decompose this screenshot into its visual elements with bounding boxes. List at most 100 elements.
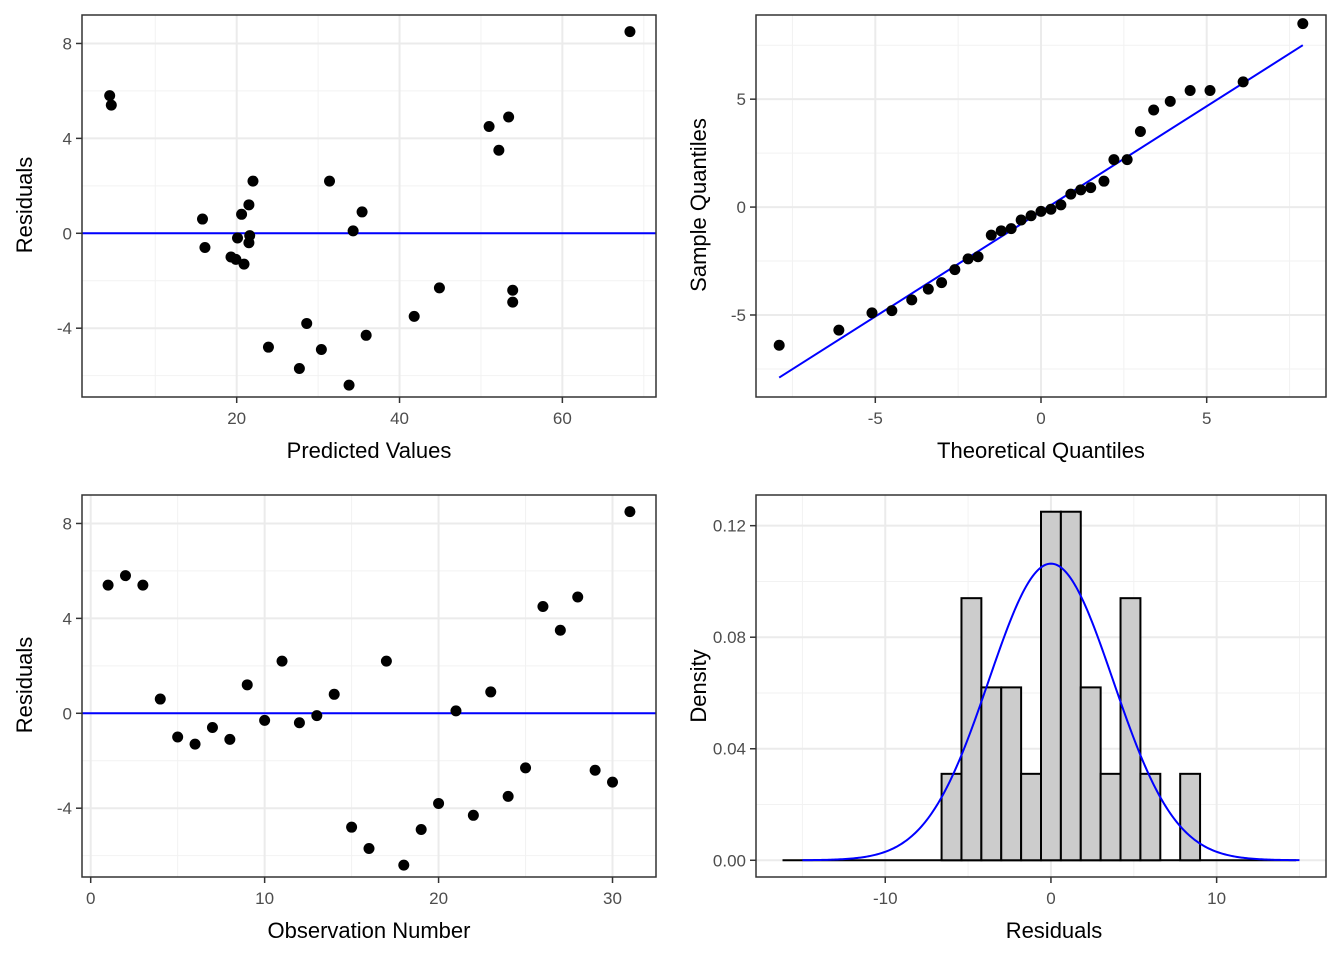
data-point	[624, 26, 635, 37]
data-point	[1036, 206, 1047, 217]
x-tick-label: 0	[86, 889, 95, 908]
data-point	[1165, 96, 1176, 107]
histogram-bar	[1081, 687, 1101, 860]
y-tick-label: 0	[63, 224, 72, 243]
y-axis-title: Density	[686, 649, 711, 722]
data-point	[236, 209, 247, 220]
data-point	[923, 284, 934, 295]
x-tick-label: 30	[603, 889, 622, 908]
data-point	[774, 340, 785, 351]
data-point	[996, 225, 1007, 236]
y-tick-label: 0	[63, 704, 72, 723]
data-point	[520, 762, 531, 773]
data-point	[503, 112, 514, 123]
y-tick-label: 4	[63, 609, 72, 628]
data-point	[1098, 176, 1109, 187]
data-point	[1135, 126, 1146, 137]
data-point	[949, 264, 960, 275]
histogram-bar	[1021, 774, 1041, 860]
data-point	[485, 686, 496, 697]
x-tick-label: -5	[868, 409, 883, 428]
data-point	[311, 710, 322, 721]
data-point	[239, 259, 250, 270]
data-point	[361, 330, 372, 341]
data-point	[1297, 18, 1308, 29]
x-axis-title: Predicted Values	[287, 438, 452, 463]
data-point	[398, 860, 409, 871]
data-point	[590, 765, 601, 776]
data-point	[906, 294, 917, 305]
data-point	[294, 717, 305, 728]
data-point	[1026, 210, 1037, 221]
x-tick-label: -10	[873, 889, 898, 908]
data-point	[973, 251, 984, 262]
data-point	[259, 715, 270, 726]
data-point	[484, 121, 495, 132]
histogram-bar	[1061, 512, 1081, 861]
data-point	[243, 199, 254, 210]
x-tick-label: 60	[553, 409, 572, 428]
data-point	[263, 342, 274, 353]
y-tick-label: 0.04	[713, 740, 746, 759]
data-point	[1185, 85, 1196, 96]
data-point	[242, 679, 253, 690]
data-point	[277, 656, 288, 667]
data-point	[381, 656, 392, 667]
y-tick-label: -4	[57, 319, 72, 338]
x-axis-title: Residuals	[1006, 918, 1103, 943]
data-point	[329, 689, 340, 700]
data-point	[346, 822, 357, 833]
histogram-bar	[1140, 774, 1160, 860]
data-point	[106, 100, 117, 111]
histogram-bar	[1001, 687, 1021, 860]
x-axis-title: Observation Number	[268, 918, 471, 943]
y-axis-title: Residuals	[12, 637, 37, 734]
data-point	[963, 253, 974, 264]
y-tick-label: 0.08	[713, 628, 746, 647]
x-tick-label: 0	[1036, 409, 1045, 428]
data-point	[120, 570, 131, 581]
data-point	[103, 580, 114, 591]
data-point	[468, 810, 479, 821]
data-point	[1016, 215, 1027, 226]
data-point	[155, 694, 166, 705]
data-point	[1148, 104, 1159, 115]
data-point	[224, 734, 235, 745]
data-point	[866, 307, 877, 318]
data-point	[572, 592, 583, 603]
data-point	[1238, 76, 1249, 87]
data-point	[537, 601, 548, 612]
data-point	[232, 233, 243, 244]
data-point	[207, 722, 218, 733]
data-point	[507, 297, 518, 308]
data-point	[886, 305, 897, 316]
data-point	[190, 739, 201, 750]
x-tick-label: 10	[255, 889, 274, 908]
data-point	[137, 580, 148, 591]
data-point	[324, 176, 335, 187]
histogram-bar	[1180, 774, 1200, 860]
data-point	[344, 380, 355, 391]
y-axis-title: Sample Quantiles	[686, 118, 711, 292]
data-point	[301, 318, 312, 329]
histogram-bar	[981, 687, 1001, 860]
y-tick-label: -5	[731, 306, 746, 325]
data-point	[1075, 184, 1086, 195]
data-point	[197, 214, 208, 225]
y-tick-label: 0.12	[713, 517, 746, 536]
data-point	[986, 230, 997, 241]
data-point	[1045, 204, 1056, 215]
data-point	[416, 824, 427, 835]
data-point	[433, 798, 444, 809]
y-axis-title: Residuals	[12, 157, 37, 254]
y-tick-label: 8	[63, 514, 72, 533]
data-point	[493, 145, 504, 156]
y-tick-label: 0	[737, 198, 746, 217]
data-point	[450, 705, 461, 716]
data-point	[348, 225, 359, 236]
data-point	[104, 90, 115, 101]
data-point	[243, 237, 254, 248]
x-tick-label: 10	[1207, 889, 1226, 908]
histogram-bar	[942, 774, 962, 860]
